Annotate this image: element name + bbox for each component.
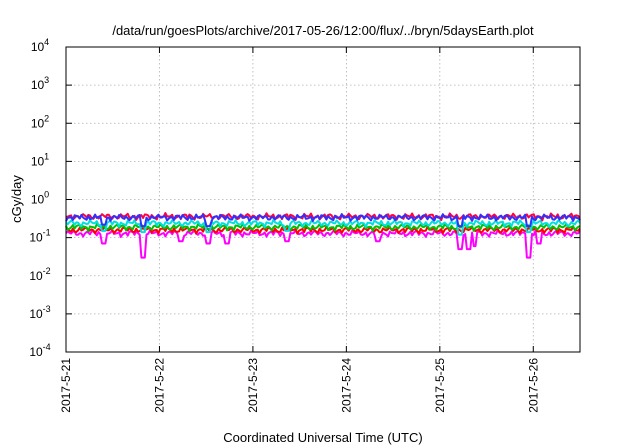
x-axis-label: Coordinated Universal Time (UTC) [223,430,422,445]
series-line [65,229,581,259]
x-tick-label: 2017-5-24 [339,358,353,413]
y-tick-label: 10-4 [29,342,50,359]
y-axis: 10-4 10-3 10-2 10-1 100 101 102 103 104 [29,37,580,359]
x-tick-label: 2017-5-22 [152,358,166,413]
y-tick-label: 10-2 [29,266,50,283]
y-tick-label: 103 [31,75,49,92]
x-tick-label: 2017-5-21 [59,358,73,413]
x-tick-label: 2017-5-25 [433,358,447,413]
y-tick-label: 10-1 [29,228,50,245]
y-axis-label: cGy/day [9,175,24,223]
y-tick-label: 104 [31,37,49,54]
series-line [65,213,581,228]
y-tick-label: 102 [31,113,49,130]
series-line [65,225,581,235]
y-tick-label: 101 [31,151,49,168]
grid [66,47,580,352]
series-group [65,212,581,259]
series-line [65,223,581,232]
y-tick-label: 100 [31,190,49,207]
x-axis: 2017-5-21 2017-5-22 2017-5-23 2017-5-24 2017… [59,47,540,413]
series-line [65,219,581,236]
chart-title: /data/run/goesPlots/archive/2017-05-26/1… [112,23,534,38]
x-tick-label: 2017-5-23 [246,358,260,413]
x-tick-label: 2017-5-26 [526,358,540,413]
y-tick-label: 10-3 [29,304,50,321]
